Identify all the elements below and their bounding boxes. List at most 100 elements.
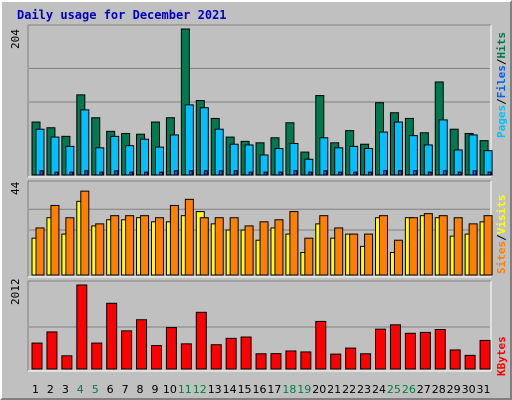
pages-bar (442, 170, 447, 176)
sites-bar (319, 215, 329, 276)
pages-bar (368, 171, 373, 176)
files-bar (334, 147, 344, 176)
x-tick-label: 12 (193, 383, 207, 396)
x-tick-label: 17 (267, 383, 281, 396)
x-tick-label: 10 (163, 383, 177, 396)
x-tick-label: 24 (372, 383, 386, 396)
files-bar (154, 146, 164, 176)
kbytes-bar (330, 353, 342, 370)
kbytes-bar (31, 342, 43, 370)
kbytes-bar (419, 331, 431, 370)
x-tick-label: 25 (387, 383, 401, 396)
legend-entry: / (495, 234, 508, 241)
kbytes-bar (389, 324, 401, 370)
sites-bar (453, 217, 463, 276)
files-bar (468, 134, 478, 176)
files-bar (453, 149, 463, 176)
x-tick-label: 3 (62, 383, 69, 396)
sites-bar (50, 204, 60, 276)
legend-entry: / (495, 98, 508, 105)
sites-bar (65, 217, 75, 276)
pages-bar (233, 170, 238, 176)
sites-bar (364, 233, 374, 276)
pages-bar (397, 170, 402, 176)
legend-entry: Hits (495, 32, 508, 59)
sites-bar (393, 239, 403, 276)
x-tick-label: 19 (297, 383, 311, 396)
sites-bar (154, 217, 164, 276)
x-tick-label: 31 (477, 383, 491, 396)
x-tick-label: 23 (357, 383, 371, 396)
kbytes-bar (464, 354, 476, 370)
x-tick-label: 2 (47, 383, 54, 396)
kbytes-bar (345, 347, 357, 370)
pages-bar (248, 171, 253, 176)
sites-bar (244, 225, 254, 276)
pages-bar (203, 170, 208, 176)
kbytes-bar (210, 344, 222, 370)
x-tick-label: 22 (342, 383, 356, 396)
pages-bar (487, 171, 492, 176)
legend-entry: Pages (495, 105, 508, 138)
pages-bar (427, 171, 432, 176)
legend-entry: Files (495, 65, 508, 98)
pages-bar (218, 170, 223, 176)
files-bar (379, 131, 389, 176)
x-tick-label: 6 (107, 383, 114, 396)
sites-bar (349, 233, 359, 276)
sites-bar (35, 227, 45, 276)
pages-bar (353, 171, 358, 176)
pages-bar (293, 170, 298, 176)
files-bar (393, 121, 403, 176)
pages-bar (69, 171, 74, 176)
files-bar (274, 148, 284, 176)
legend-entry: / (495, 58, 508, 65)
kbytes-bar (315, 320, 327, 370)
legend-entry: Visits (495, 195, 508, 235)
x-tick-label: 30 (462, 383, 476, 396)
x-tick-label: 21 (327, 383, 341, 396)
pages-bar (383, 170, 388, 176)
files-bar (35, 128, 45, 176)
files-bar (80, 109, 90, 176)
kbytes-bar (270, 353, 282, 370)
sites-bar (229, 217, 239, 276)
x-tick-label: 11 (178, 383, 192, 396)
sites-bar (289, 211, 299, 276)
sites-bar (408, 217, 418, 276)
pages-bar (323, 170, 328, 176)
legend-sites-visits: Sites/Visits (495, 195, 508, 275)
legend-entry: KBytes (495, 336, 508, 376)
kbytes-bar (150, 345, 162, 370)
x-tick-label: 20 (312, 383, 326, 396)
x-tick-label: 13 (208, 383, 222, 396)
pages-bar (99, 171, 104, 176)
files-bar (50, 136, 60, 176)
kbytes-bar (404, 332, 416, 370)
y-max-label: 2012 (9, 279, 22, 306)
sites-bar (199, 217, 209, 276)
pages-bar (188, 170, 193, 176)
sites-bar (80, 190, 90, 276)
sites-bar (423, 213, 433, 276)
files-bar (319, 137, 329, 176)
x-tick-label: 9 (151, 383, 158, 396)
kbytes-bar (375, 328, 387, 370)
pages-bar (412, 170, 417, 176)
x-tick-label: 14 (223, 383, 237, 396)
pages-bar (54, 171, 59, 176)
kbytes-bar (240, 336, 252, 370)
sites-bar (110, 215, 120, 276)
files-bar (95, 147, 105, 176)
kbytes-bar (76, 284, 88, 370)
sites-bar (184, 198, 194, 276)
legend-entry: Sites (495, 241, 508, 274)
kbytes-bar (255, 353, 267, 370)
files-bar (214, 128, 224, 176)
x-tick-label: 7 (122, 383, 129, 396)
pages-bar (338, 171, 343, 176)
kbytes-bar (61, 355, 73, 370)
kbytes-bar (121, 330, 133, 370)
pages-bar (457, 171, 462, 176)
